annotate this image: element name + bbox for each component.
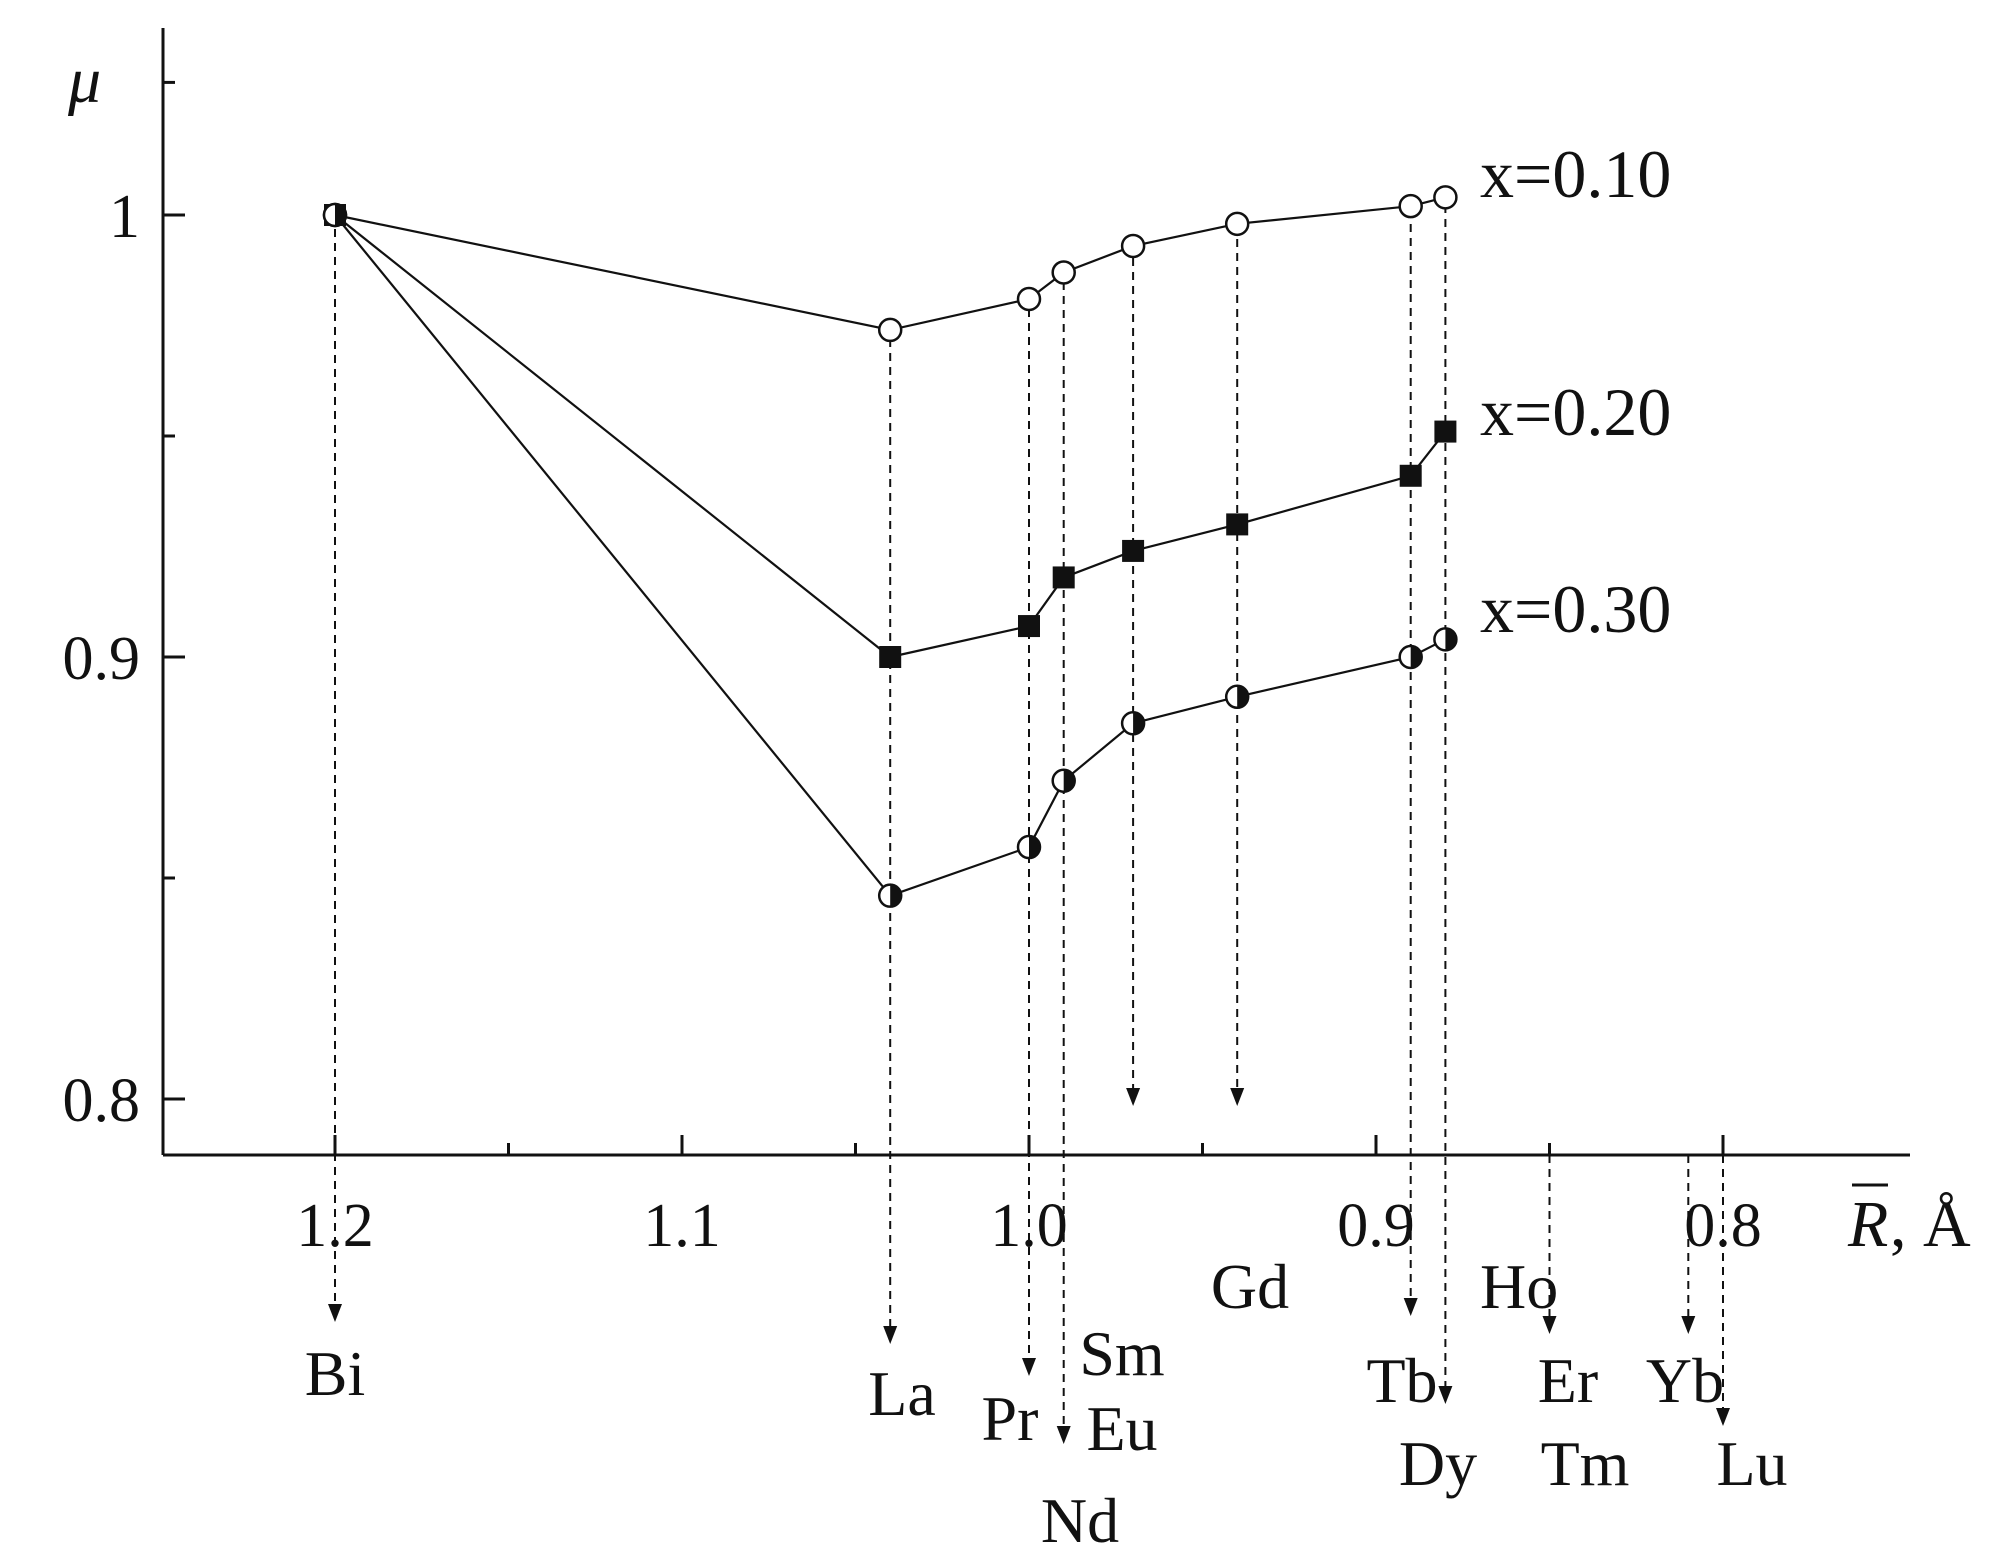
drop-arrow-yb — [1681, 1316, 1696, 1334]
series-label-x-0-20: x=0.20 — [1480, 374, 1671, 450]
drop-arrow-sm — [1126, 1088, 1141, 1106]
x-axis-title: R , Å — [1847, 1183, 1971, 1261]
element-label-bi: Bi — [305, 1338, 365, 1409]
point-x-0-30-0-fill — [335, 204, 346, 226]
element-label-la: La — [868, 1358, 936, 1429]
element-label-dy: Dy — [1399, 1428, 1477, 1499]
drop-arrow-tb — [1403, 1298, 1418, 1316]
x-tick-label-1-2: 1.2 — [296, 1192, 374, 1260]
tick-marks — [163, 80, 1725, 1155]
drop-arrow-er — [1542, 1316, 1557, 1334]
x-tick-label-1-0: 1.0 — [990, 1192, 1068, 1260]
y-axis-title: μ — [67, 44, 101, 117]
element-label-tm: Tm — [1541, 1428, 1630, 1499]
drop-lines — [328, 205, 1730, 1444]
x-tick-label-0-8: 0.8 — [1684, 1192, 1762, 1260]
y-tick-label-1: 1 — [109, 183, 140, 251]
point-x-0-10-4 — [1120, 233, 1146, 259]
series-line-x-0-30 — [334, 214, 1446, 897]
point-x-0-30-2-fill — [1029, 836, 1040, 859]
point-x-0-30-6 — [1398, 644, 1423, 670]
point-x-0-30-6-fill — [1410, 646, 1422, 668]
element-label-er: Er — [1538, 1345, 1598, 1416]
axes: μ R , Å — [67, 28, 1971, 1261]
point-x-0-20-4 — [1122, 539, 1145, 562]
point-x-0-10-1 — [877, 317, 903, 343]
point-x-0-20-7 — [1434, 420, 1457, 443]
series-markers — [322, 185, 1458, 908]
element-label-lu: Lu — [1716, 1428, 1787, 1499]
point-x-0-30-1 — [877, 883, 903, 908]
point-x-0-20-3 — [1052, 566, 1075, 589]
series-line-x-0-20 — [334, 214, 1447, 659]
point-x-0-20-2 — [1018, 615, 1040, 638]
y-tick-label-0-9: 0.9 — [63, 625, 141, 693]
point-x-0-30-0 — [322, 202, 348, 228]
x-tick-label-1-1: 1.1 — [643, 1192, 721, 1260]
point-x-0-30-7-fill — [1445, 628, 1457, 651]
drop-arrow-la — [883, 1326, 898, 1344]
point-x-0-10-5 — [1224, 211, 1250, 237]
drop-arrow-nd — [1056, 1426, 1071, 1444]
point-x-0-30-5-fill — [1237, 685, 1249, 708]
point-x-0-10-2 — [1016, 286, 1042, 312]
element-label-eu: Eu — [1086, 1393, 1157, 1464]
drop-arrow-gd — [1230, 1088, 1245, 1106]
point-x-0-30-1-fill — [890, 884, 902, 907]
element-label-pr: Pr — [982, 1383, 1039, 1454]
drop-arrow-lu — [1716, 1408, 1730, 1426]
point-x-0-30-3-fill — [1063, 769, 1075, 792]
element-label-yb: Yb — [1646, 1345, 1724, 1416]
series-line-x-0-10 — [334, 196, 1446, 332]
series-label-x-0-30: x=0.30 — [1480, 571, 1671, 647]
series-label-x-0-10: x=0.10 — [1480, 136, 1671, 212]
point-x-0-20-6 — [1399, 464, 1422, 487]
element-label-tb: Tb — [1366, 1345, 1437, 1416]
x-axis-title-symbol: R — [1847, 1188, 1888, 1261]
element-label-sm: Sm — [1079, 1318, 1164, 1389]
drop-arrow-dy — [1438, 1386, 1453, 1404]
series-lines — [334, 196, 1447, 897]
point-x-0-20-5 — [1226, 513, 1249, 536]
y-tick-label-0-8: 0.8 — [63, 1067, 141, 1135]
point-x-0-10-6 — [1398, 193, 1423, 219]
element-label-ho: Ho — [1480, 1251, 1558, 1322]
x-axis-title-unit: , Å — [1890, 1188, 1971, 1261]
element-label-gd: Gd — [1211, 1251, 1289, 1322]
point-x-0-20-1 — [879, 646, 902, 668]
drop-arrow-bi — [328, 1304, 342, 1322]
point-x-0-30-2 — [1016, 834, 1042, 860]
point-x-0-30-3 — [1051, 768, 1076, 794]
element-label-nd: Nd — [1041, 1485, 1119, 1556]
drop-arrow-pr — [1022, 1358, 1036, 1376]
point-x-0-10-7 — [1433, 185, 1458, 210]
point-x-0-30-4 — [1120, 711, 1146, 736]
point-x-0-30-5 — [1224, 684, 1250, 710]
point-x-0-30-4-fill — [1133, 712, 1145, 735]
point-x-0-10-3 — [1051, 260, 1076, 285]
x-tick-label-0-9: 0.9 — [1337, 1192, 1415, 1260]
point-x-0-30-7 — [1433, 627, 1458, 652]
